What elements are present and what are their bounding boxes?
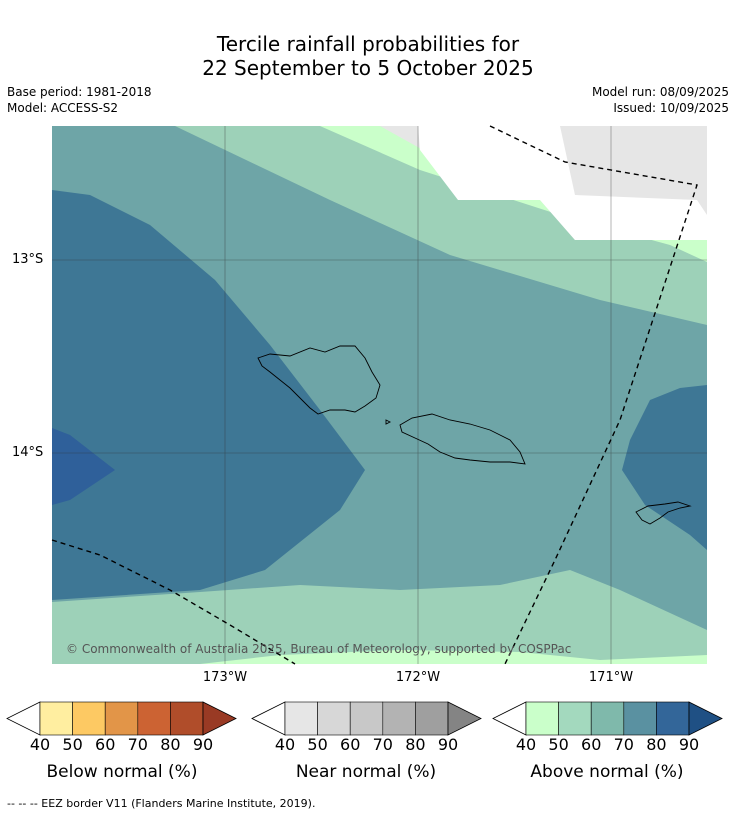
region-no-signal	[418, 126, 707, 240]
colorbar-segment	[137, 701, 171, 736]
colorbar-tick-label: 90	[192, 735, 214, 754]
colorbar-segment	[415, 701, 449, 736]
colorbar-segment	[170, 701, 204, 736]
issued-date: Issued: 10/09/2025	[613, 101, 729, 115]
near-normal-label: Near normal (%)	[295, 762, 437, 782]
colorbar-tick-label: 50	[548, 735, 569, 754]
colorbar-segment	[623, 701, 657, 736]
region-above-80-west	[52, 428, 115, 505]
colorbar-tick-label: 80	[646, 735, 667, 754]
tutuila-island	[635, 501, 692, 525]
model-name: Model: ACCESS-S2	[7, 101, 119, 115]
lat-label-14s: 14°S	[12, 445, 44, 460]
region-above-50-south	[52, 570, 707, 664]
colorbar-tick-label: 60	[340, 735, 361, 754]
graticule	[52, 126, 707, 664]
colorbar-tick-label: 70	[613, 735, 634, 754]
colorbar-upper-extend	[202, 701, 237, 736]
colorbar-tick-label: 80	[160, 735, 181, 754]
colorbar-segment	[590, 701, 625, 736]
colorbar-tick-label: 40	[274, 735, 296, 754]
colorbar-segment	[525, 701, 559, 736]
lat-label-13s: 13°S	[12, 252, 44, 267]
colorbar-tick-label: 50	[62, 735, 83, 754]
title-line-1: Tercile rainfall probabilities for	[216, 32, 520, 56]
colorbar-upper-extend	[447, 701, 482, 736]
colorbar-segment	[104, 701, 139, 736]
colorbar-tick-label: 50	[307, 735, 328, 754]
lon-label-171w: 171°W	[588, 670, 634, 685]
colorbar-tick-label: 70	[372, 735, 393, 754]
eez-border	[51, 125, 698, 665]
colorbar-segment	[317, 701, 351, 736]
region-above-70-west	[52, 190, 365, 600]
colorbar-lower-extend	[492, 701, 527, 736]
colorbar-tick-label: 90	[678, 735, 700, 754]
colorbar-tick-label: 60	[581, 735, 602, 754]
region-above-70-east	[622, 385, 707, 550]
title-line-2: 22 September to 5 October 2025	[202, 56, 534, 80]
colorbar-segment	[284, 701, 318, 736]
islands	[257, 345, 692, 525]
colorbars	[6, 701, 723, 736]
colorbar-tick-label: 40	[29, 735, 51, 754]
eez-footer: -- -- -- EEZ border V11 (Flanders Marine…	[7, 797, 316, 810]
colorbar-tick-label: 70	[127, 735, 148, 754]
model-run: Model run: 08/09/2025	[591, 85, 729, 99]
colorbar-segment	[72, 701, 106, 736]
below-normal-label: Below normal (%)	[46, 762, 198, 782]
colorbar-tick-label: 60	[95, 735, 116, 754]
manono-island	[385, 419, 392, 425]
base-period: Base period: 1981-2018	[7, 85, 152, 99]
lon-label-172w: 172°W	[395, 670, 441, 685]
colorbar-segment	[349, 701, 384, 736]
colorbar-segment	[656, 701, 690, 736]
copyright-text: © Commonwealth of Australia 2025, Bureau…	[66, 642, 571, 656]
colorbar-segment	[39, 701, 73, 736]
above-normal-label: Above normal (%)	[530, 762, 684, 782]
colorbar-tick-label: 40	[515, 735, 537, 754]
colorbar-upper-extend	[688, 701, 723, 736]
upolu-island	[399, 413, 526, 465]
colorbar-lower-extend	[6, 701, 41, 736]
region-above-40-south	[200, 650, 707, 664]
colorbar-lower-extend	[251, 701, 286, 736]
savaii-island	[257, 345, 381, 415]
colorbar-tick-label: 80	[405, 735, 426, 754]
colorbar-segment	[558, 701, 592, 736]
colorbar-tick-label: 90	[437, 735, 459, 754]
colorbar-segment	[382, 701, 416, 736]
lon-label-173w: 173°W	[202, 670, 248, 685]
